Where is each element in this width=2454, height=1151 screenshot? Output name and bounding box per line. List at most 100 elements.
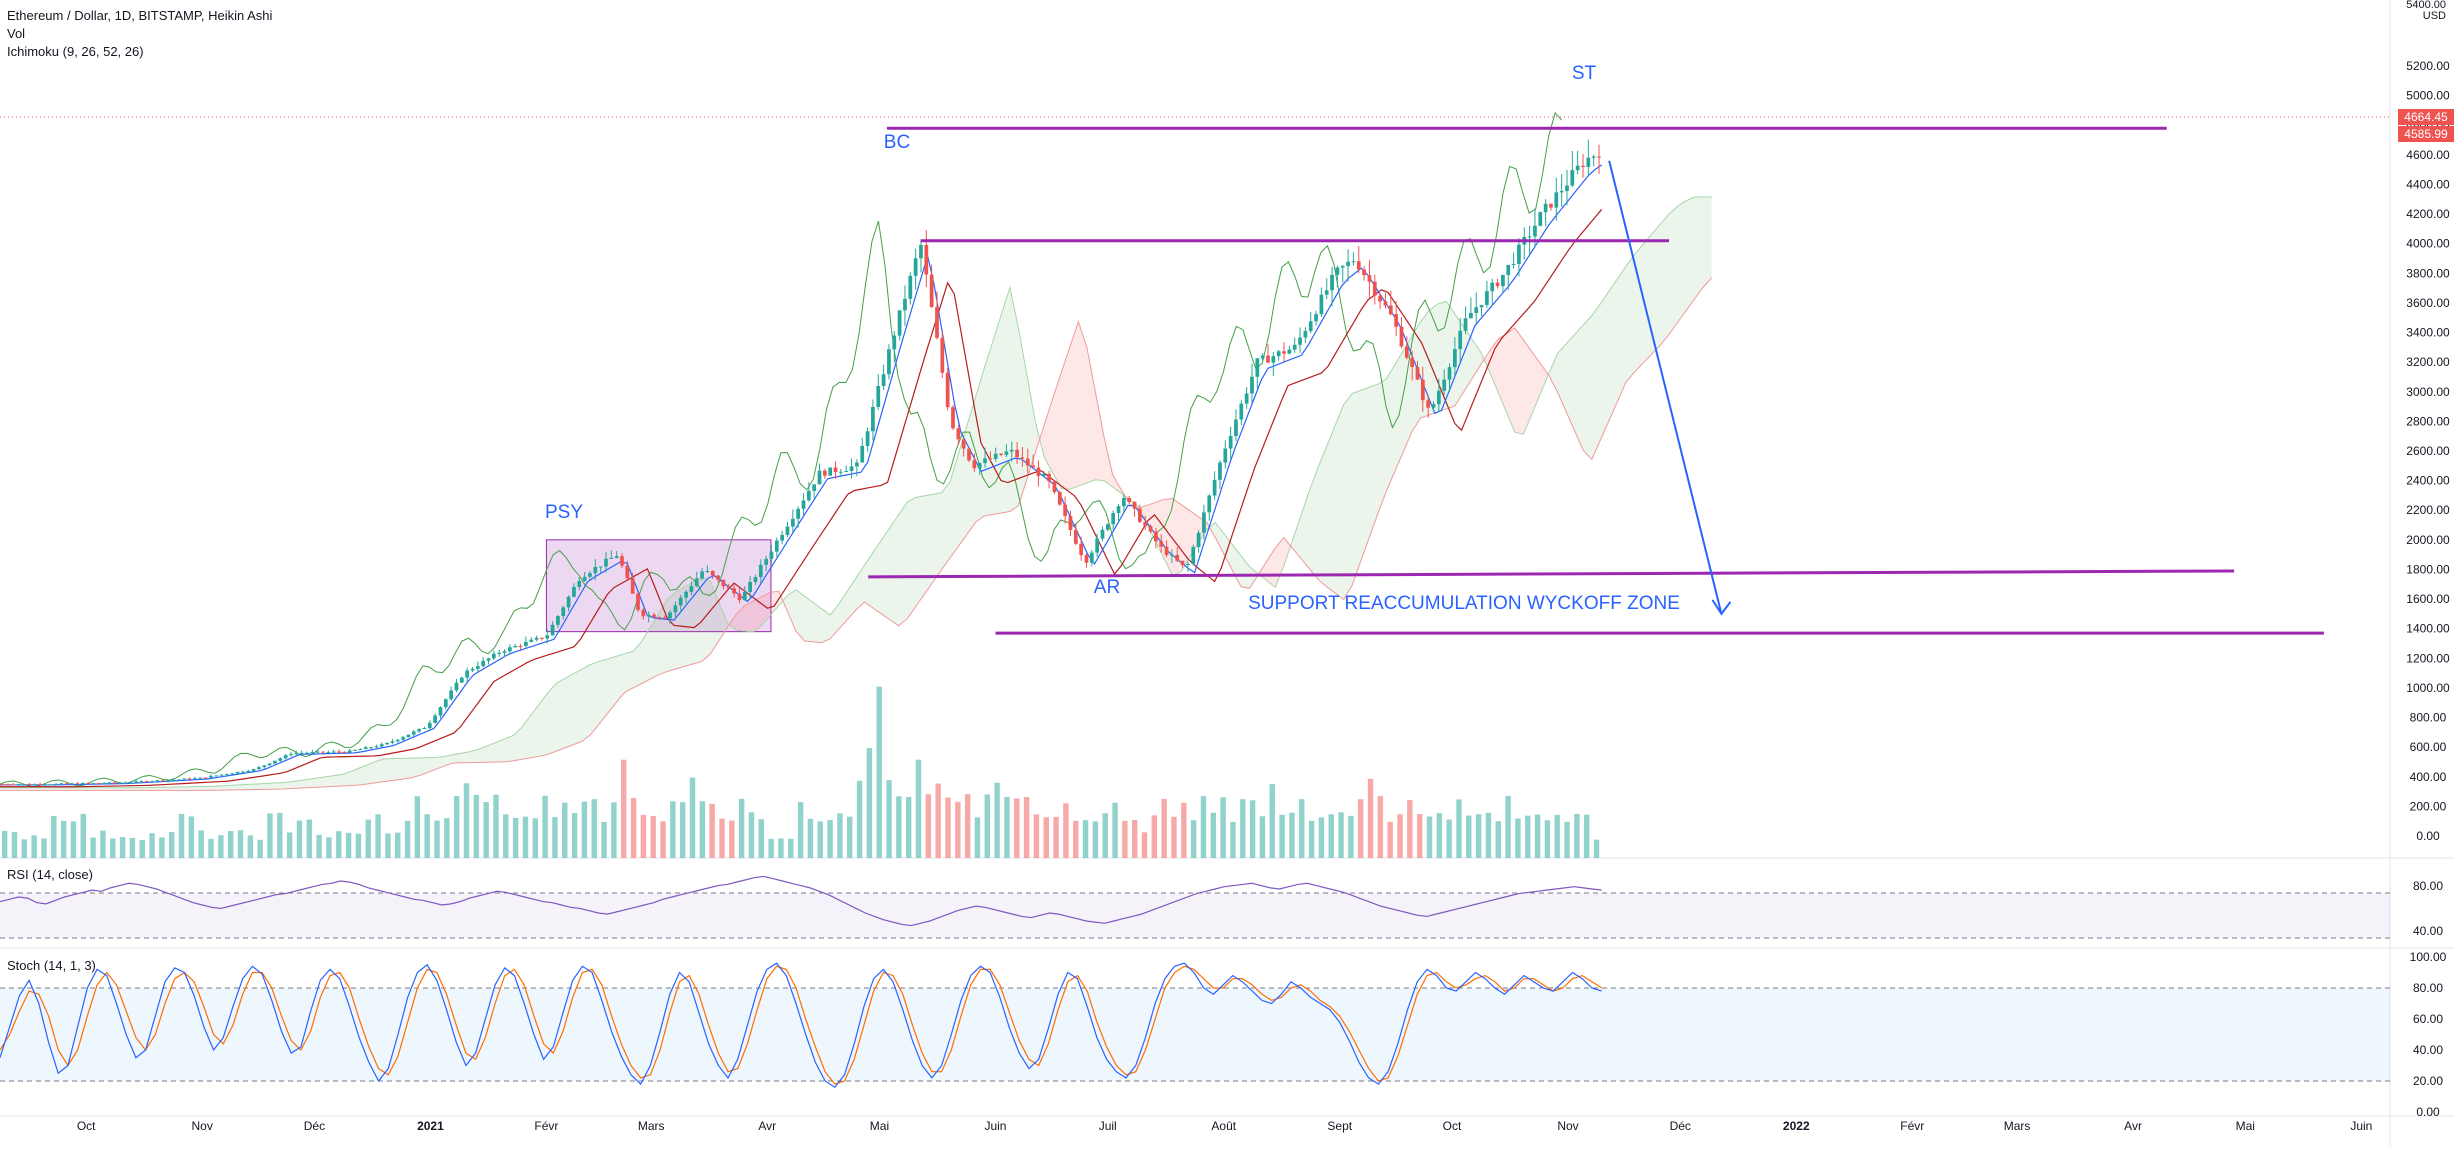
candle-body [913, 258, 918, 276]
candle-body [411, 731, 416, 735]
ichimoku-cloud-segment [1395, 350, 1404, 472]
ichimoku-cloud-segment [1343, 393, 1353, 600]
candle-body [652, 614, 656, 618]
price-tick-label: 2800.00 [2406, 414, 2450, 428]
volume-legend[interactable]: Vol [7, 26, 26, 41]
ichimoku-cloud-segment [188, 786, 197, 791]
ichimoku-cloud-segment [924, 494, 933, 595]
ichimoku-cloud-segment [1240, 555, 1250, 589]
rsi-title[interactable]: RSI (14, close) [7, 867, 93, 882]
stoch-title[interactable]: Stoch (14, 1, 3) [7, 958, 96, 973]
ichimoku-cloud-segment [795, 589, 805, 641]
ichimoku-cloud-segment [256, 783, 266, 790]
volume-bar [385, 833, 391, 858]
candle-body [401, 737, 405, 740]
candle-body [1089, 552, 1094, 563]
candle-body [1586, 157, 1591, 167]
volume-bar [738, 798, 745, 858]
volume-bar [768, 838, 774, 858]
volume-bar [1387, 821, 1393, 858]
ichimoku-cloud-segment [239, 784, 249, 790]
volume-bar [1033, 814, 1040, 858]
volume-bar [316, 834, 322, 858]
symbol-legend[interactable]: Ethereum / Dollar, 1D, BITSTAMP, Heikin … [7, 8, 273, 23]
volume-bar [178, 813, 185, 858]
candle-body [1436, 390, 1441, 405]
ichimoku-cloud-segment [1540, 363, 1550, 394]
volume-bar [935, 783, 941, 858]
volume-bar [1505, 795, 1511, 858]
ichimoku-cloud-segment [881, 527, 891, 620]
candle-body [353, 749, 357, 751]
ichimoku-cloud-segment [718, 602, 728, 641]
candle-body [1565, 185, 1569, 192]
candle-body [1501, 274, 1505, 287]
candle-body [294, 752, 299, 755]
candle-body [1105, 524, 1110, 530]
candle-body [518, 645, 523, 647]
ichimoku-cloud-segment [1626, 254, 1635, 382]
candle-body [534, 637, 539, 640]
ichimoku-cloud-segment [1189, 510, 1199, 558]
ichimoku-cloud-segment [684, 582, 694, 667]
ichimoku-cloud-segment [154, 787, 163, 791]
volume-bar [807, 818, 814, 858]
volume-bar [837, 813, 843, 858]
volume-bar [129, 837, 136, 858]
volume-bar [296, 820, 303, 858]
volume-bar [571, 813, 578, 858]
candle-body [657, 617, 662, 619]
candle-body [235, 771, 240, 774]
volume-bar [1456, 799, 1462, 858]
candle-body [379, 744, 384, 747]
ichimoku-cloud-segment [1403, 335, 1413, 452]
ichimoku-legend[interactable]: Ichimoku (9, 26, 52, 26) [7, 44, 144, 59]
price-tick-label: 2200.00 [2406, 503, 2450, 517]
volume-bar [1279, 814, 1285, 858]
volume-bar [1161, 799, 1167, 858]
candle-body [1100, 529, 1105, 539]
volume-bar [1269, 784, 1275, 858]
candle-body [609, 557, 614, 559]
ichimoku-cloud-segment [753, 596, 762, 632]
ichimoku-cloud-segment [1463, 326, 1473, 393]
candle-body [230, 773, 235, 775]
volume-bar [326, 837, 332, 858]
ichimoku-cloud-segment [479, 745, 488, 763]
ichimoku-cloud-segment [265, 783, 274, 790]
candle-body [144, 781, 149, 783]
ichimoku-cloud-segment [59, 787, 69, 791]
ichimoku-cloud-segment [770, 591, 779, 616]
candle-body [1271, 356, 1276, 363]
candle-body [1378, 295, 1382, 302]
ichimoku-cloud-segment [641, 627, 651, 684]
candle-body [427, 722, 432, 728]
psy-range-box [545, 539, 772, 633]
candle-body [1388, 305, 1393, 315]
candle-body [107, 782, 112, 784]
ichimoku-cloud-segment [1634, 244, 1644, 372]
candle-body [160, 780, 165, 782]
price-tick-label: 3800.00 [2406, 266, 2450, 280]
candle-body [625, 565, 630, 579]
senkou-span-a [0, 196, 1712, 789]
volume-bar [797, 802, 804, 858]
candle-body [1031, 465, 1035, 468]
volume-bar [1200, 796, 1207, 858]
candle-body [694, 578, 699, 587]
candle-body [171, 779, 176, 781]
volume-bar [1416, 814, 1423, 858]
candle-body [54, 783, 58, 785]
candle-body [449, 690, 454, 700]
candle-body [1047, 473, 1051, 482]
volume-bar [503, 814, 509, 858]
volume-bar [473, 794, 480, 858]
volume-bar [542, 795, 548, 858]
volume-bar [414, 796, 421, 858]
candle-body [817, 470, 822, 485]
stoch-tick-label: 80.00 [2413, 981, 2443, 995]
ichimoku-cloud-segment [813, 602, 822, 643]
candle-body [1095, 538, 1100, 553]
